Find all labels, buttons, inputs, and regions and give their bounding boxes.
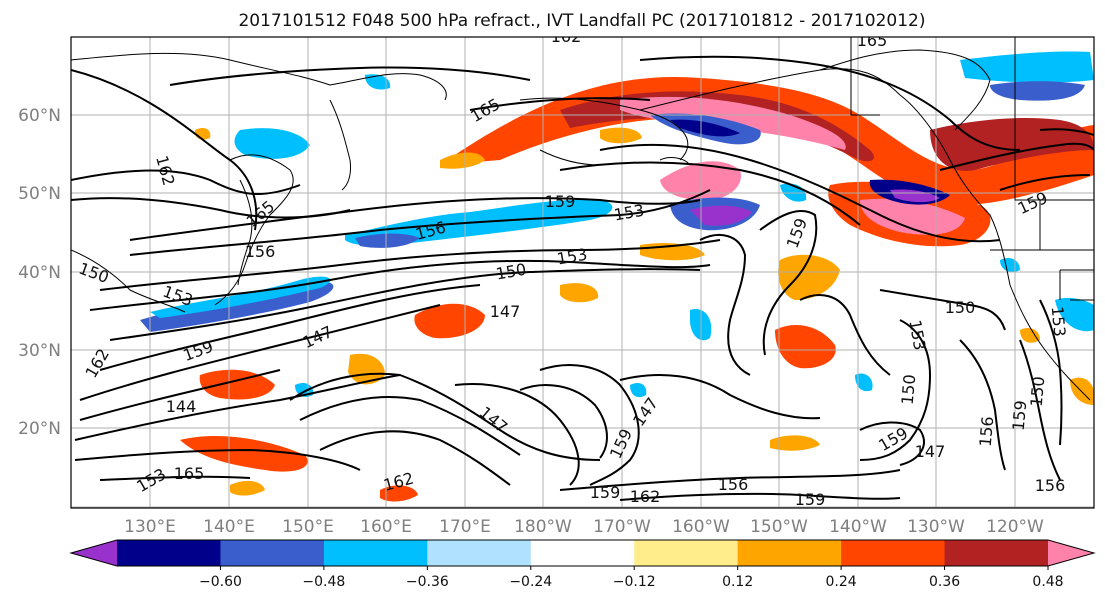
colorbar-segment — [117, 540, 221, 566]
contour-label: 156 — [718, 475, 749, 494]
colorbar-segment — [634, 540, 739, 566]
lon-label-140e: 140°E — [203, 517, 255, 537]
colorbar-tick-label: −0.12 — [613, 574, 656, 590]
lat-label-60n: 60°N — [18, 106, 61, 126]
colorbar-tick-label: −0.24 — [509, 574, 552, 590]
colorbar-tick-label: −0.36 — [406, 574, 449, 590]
ivt-shading — [140, 51, 1094, 502]
lon-label-170e: 170°E — [439, 517, 491, 537]
latitude-labels: 60°N 50°N 40°N 30°N 20°N — [18, 106, 61, 439]
colorbar-tick-label: 0.48 — [1032, 574, 1063, 590]
lon-label-130e: 130°E — [124, 517, 176, 537]
colorbar: −0.60 −0.48 −0.36 −0.24 −0.12 0.12 0.24 0.36 0.4… — [69, 539, 1096, 590]
coastlines — [71, 37, 1094, 401]
contour-label: 156 — [245, 242, 276, 261]
contour-label: 159 — [1009, 399, 1031, 431]
lon-label-180w: 180°W — [514, 517, 572, 537]
colorbar-segment — [737, 540, 842, 566]
lat-label-50n: 50°N — [18, 184, 61, 204]
contour-label: 156 — [976, 415, 998, 447]
contour-label: 159 — [545, 192, 576, 211]
lat-label-30n: 30°N — [18, 341, 61, 361]
lat-label-40n: 40°N — [18, 263, 61, 283]
map-title: 2017101512 F048 500 hPa refract., IVT La… — [238, 11, 925, 31]
lon-label-120w: 120°W — [986, 517, 1044, 537]
lon-label-130w: 130°W — [907, 517, 965, 537]
contour-label: 153 — [1048, 305, 1070, 337]
longitude-labels: 130°E 140°E 150°E 160°E 170°E 180°W 170°… — [124, 517, 1044, 537]
colorbar-tick-label: 0.36 — [929, 574, 960, 590]
lon-label-160e: 160°E — [360, 517, 412, 537]
lon-label-160w: 160°W — [672, 517, 730, 537]
contour-label: 150 — [945, 298, 976, 317]
lon-label-140w: 140°W — [829, 517, 887, 537]
contour-label: 162 — [630, 487, 661, 506]
colorbar-tick-label: 0.12 — [722, 574, 753, 590]
colorbar-tick-label: −0.48 — [302, 574, 345, 590]
colorbar-segment — [427, 540, 532, 566]
contour-label: 159 — [795, 490, 826, 509]
contour-label: 165 — [857, 31, 888, 50]
contour-label: 150 — [1027, 375, 1049, 407]
colorbar-outline — [69, 539, 1096, 567]
contour-label: 147 — [915, 442, 946, 461]
contour-label: 144 — [166, 397, 197, 416]
contour-label: 150 — [898, 373, 920, 405]
colorbar-segment — [841, 540, 946, 566]
colorbar-tick-label: −0.60 — [199, 574, 242, 590]
colorbar-segment — [530, 540, 635, 566]
lat-label-20n: 20°N — [18, 419, 61, 439]
colorbar-segment — [220, 540, 325, 566]
contour-label: 165 — [174, 464, 205, 483]
map-panel: 162 165 162 165 156 153 156 159 153 150 … — [70, 27, 1095, 509]
lon-label-150w: 150°W — [750, 517, 808, 537]
colorbar-tick-label: 0.24 — [826, 574, 857, 590]
colorbar-extend-min — [71, 540, 117, 566]
contour-label: 156 — [1035, 476, 1066, 495]
colorbar-segment — [944, 540, 1049, 566]
contour-label: 162 — [551, 27, 582, 46]
refractivity-contours — [71, 55, 1094, 501]
colorbar-extend-max — [1048, 540, 1094, 566]
colorbar-segment — [323, 540, 428, 566]
lon-label-150e: 150°E — [282, 517, 334, 537]
contour-label: 159 — [590, 483, 621, 502]
contour-label: 147 — [490, 302, 521, 321]
lon-label-170w: 170°W — [593, 517, 651, 537]
